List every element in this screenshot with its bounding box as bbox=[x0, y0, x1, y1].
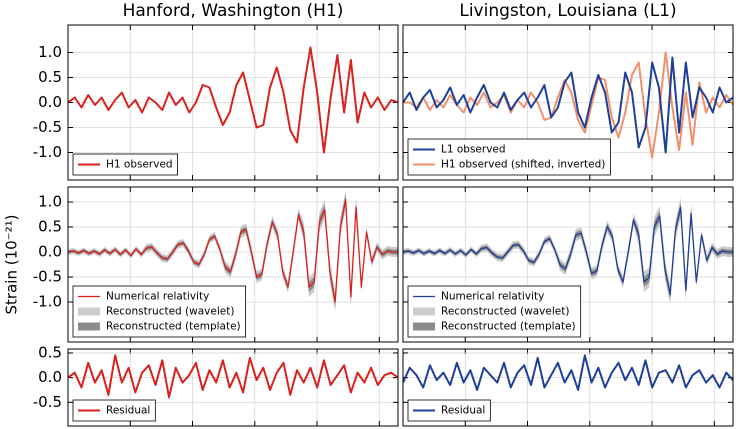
panel: -1.0 -0.5 0.0 0.5 1.0 Strain (10⁻²¹) Numerical… bbox=[3, 186, 399, 343]
y-tick-label: 0.5 bbox=[38, 343, 62, 361]
legend-swatch bbox=[413, 322, 435, 331]
y-axis-label: Strain (10⁻²¹) bbox=[3, 215, 21, 315]
line bbox=[403, 206, 733, 296]
plot-frame bbox=[67, 348, 399, 427]
legend: Numerical relativity Reconstructed (wavel… bbox=[407, 285, 582, 338]
line bbox=[403, 56, 733, 154]
legend-label: Reconstructed (wavelet) bbox=[441, 306, 569, 318]
legend-box bbox=[72, 399, 156, 422]
plot-frame bbox=[67, 24, 399, 181]
legend: Residual bbox=[72, 399, 156, 422]
legend-box bbox=[407, 138, 611, 176]
line bbox=[68, 46, 398, 154]
y-tick-label: -1.0 bbox=[33, 293, 62, 311]
legend-label: Numerical relativity bbox=[106, 291, 209, 303]
y-tick-label: -0.5 bbox=[33, 118, 62, 136]
legend-swatch bbox=[78, 307, 100, 316]
y-tick-label: -1.0 bbox=[33, 143, 62, 161]
line bbox=[68, 354, 398, 399]
chart-title: Hanford, Washington (H1) bbox=[123, 1, 344, 21]
legend-label: Reconstructed (template) bbox=[106, 321, 241, 333]
legend-label: Residual bbox=[441, 405, 485, 417]
line bbox=[403, 51, 733, 159]
line bbox=[403, 354, 733, 391]
legend: L1 observed H1 observed (shifted, inverte… bbox=[407, 138, 611, 176]
legend-label: L1 observed bbox=[441, 144, 506, 156]
series-layer bbox=[403, 197, 733, 305]
legend-label: Residual bbox=[106, 405, 150, 417]
series-layer bbox=[68, 189, 398, 312]
y-tick-label: -0.5 bbox=[33, 393, 62, 411]
legend-swatch bbox=[413, 307, 435, 316]
legend-box bbox=[72, 153, 178, 176]
legend-swatch bbox=[78, 322, 100, 331]
series-layer bbox=[403, 354, 733, 391]
y-tick-label: -0.5 bbox=[33, 268, 62, 286]
legend-box bbox=[407, 285, 582, 338]
y-tick-label: 0.0 bbox=[38, 368, 62, 386]
plot-frame bbox=[402, 348, 734, 427]
series-layer bbox=[68, 354, 398, 399]
series-layer bbox=[68, 46, 398, 154]
line bbox=[68, 198, 398, 303]
chart-title: Livingston, Louisiana (L1) bbox=[459, 1, 676, 21]
legend-label: H1 observed (shifted, inverted) bbox=[441, 159, 605, 171]
plot-frame bbox=[402, 186, 734, 343]
panel: -1.0 -0.5 0.0 0.5 1.0 Hanford, Washington (H1… bbox=[33, 1, 399, 181]
legend: H1 observed bbox=[72, 153, 178, 176]
y-tick-label: 1.0 bbox=[38, 193, 62, 211]
y-tick-label: 0.0 bbox=[38, 243, 62, 261]
legend: Numerical relativity Reconstructed (wavel… bbox=[72, 285, 247, 338]
panel: Residual bbox=[402, 348, 734, 427]
y-tick-label: 0.0 bbox=[38, 93, 62, 111]
y-tick-label: 1.0 bbox=[38, 43, 62, 61]
plot-frame bbox=[402, 24, 734, 181]
legend-box bbox=[407, 399, 491, 422]
legend: Residual bbox=[407, 399, 491, 422]
legend-box bbox=[72, 285, 247, 338]
legend-label: Reconstructed (wavelet) bbox=[106, 306, 234, 318]
legend-label: H1 observed bbox=[106, 159, 173, 171]
legend-label: Numerical relativity bbox=[441, 291, 544, 303]
panel: -0.5 0.0 0.5 Residual bbox=[33, 343, 399, 427]
plot-frame bbox=[67, 186, 399, 343]
legend-label: Reconstructed (template) bbox=[441, 321, 576, 333]
panel: Livingston, Louisiana (L1) L1 observed H1 … bbox=[402, 1, 734, 181]
y-tick-label: 0.5 bbox=[38, 68, 62, 86]
y-tick-label: 0.5 bbox=[38, 218, 62, 236]
series-layer bbox=[403, 51, 733, 159]
panel: Numerical relativity Reconstructed (wavel… bbox=[402, 186, 734, 343]
